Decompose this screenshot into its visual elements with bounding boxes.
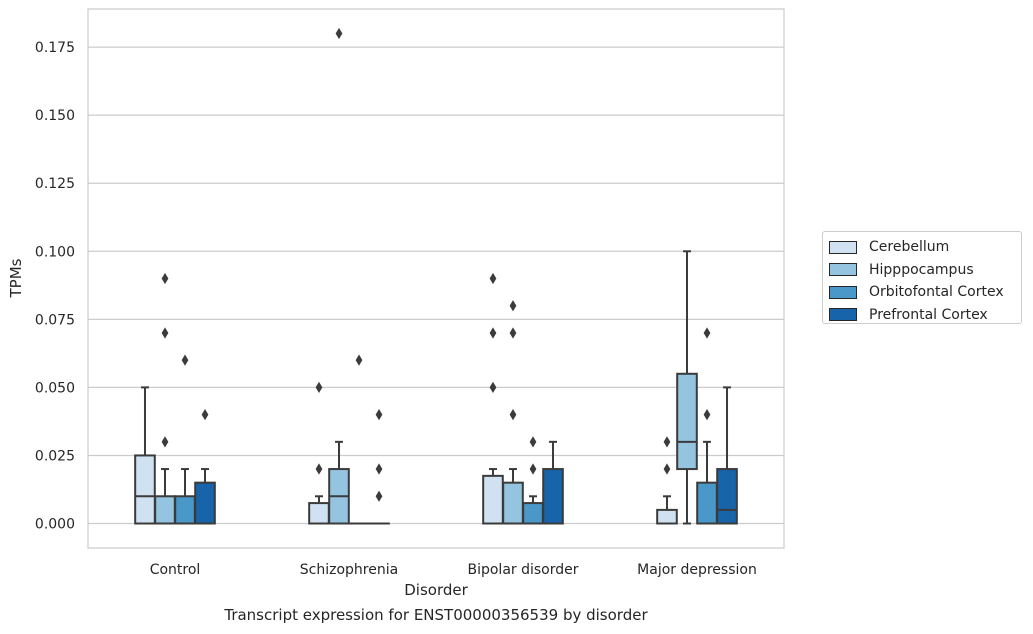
outlier-point	[489, 272, 497, 285]
box-orbitofontal-cortex-bipolar-disorder	[522, 495, 544, 525]
box-body	[308, 502, 330, 525]
y-tick-label: 0.025	[35, 448, 75, 464]
box-body	[154, 495, 176, 525]
outlier-point	[489, 381, 497, 394]
y-tick-labels: 0.000 0.025 0.050 0.075 0.100 0.125 0.150 0.175	[35, 40, 75, 532]
outlier-point	[181, 354, 189, 366]
legend-label-prefrontal: Prefrontal Cortex	[869, 306, 988, 323]
outlier-point	[663, 436, 671, 448]
outlier-point	[509, 408, 517, 421]
box-body	[174, 495, 196, 525]
x-tick-label: Control	[150, 562, 201, 578]
box-cerebellum-major-depression	[656, 495, 678, 525]
box-hipppocampus-control	[154, 468, 176, 525]
y-tick-label: 0.150	[35, 108, 75, 124]
outlier-point	[529, 436, 537, 448]
x-tick-labels: Control Schizophrenia Bipolar disorder Majo…	[150, 562, 757, 578]
box-hipppocampus-major-depression	[676, 250, 698, 525]
y-tick-label: 0.100	[35, 244, 75, 260]
x-tick-label: Schizophrenia	[300, 562, 398, 578]
legend-swatch-orbitofrontal	[829, 285, 857, 299]
outlier-point	[663, 463, 671, 475]
outlier-point	[375, 490, 383, 502]
chart-caption: Transcript expression for ENST0000035653…	[224, 606, 648, 624]
y-tick-label: 0.000	[35, 517, 75, 533]
outlier-point	[529, 463, 537, 475]
box-hipppocampus-bipolar-disorder	[502, 468, 524, 525]
legend: Cerebellum Hipppocampus Orbitofontal Cor…	[822, 231, 1022, 324]
outlier-points	[161, 27, 711, 502]
box-body	[656, 508, 678, 525]
legend-swatch-cerebellum	[829, 240, 857, 254]
y-axis-label: TPMs	[7, 258, 25, 298]
box-body	[502, 481, 524, 525]
outlier-point	[509, 327, 517, 339]
outlier-point	[489, 327, 497, 339]
legend-item-hippocampus: Hipppocampus	[829, 259, 1015, 282]
box-body	[522, 502, 544, 525]
outlier-point	[315, 381, 323, 394]
legend-swatch-hippocampus	[829, 263, 857, 277]
box-body	[482, 474, 504, 525]
boxes	[134, 250, 738, 525]
box-body	[696, 481, 718, 525]
box-body	[194, 481, 216, 525]
legend-item-cerebellum: Cerebellum	[829, 236, 1015, 259]
outlier-point	[335, 27, 343, 40]
outlier-point	[355, 354, 363, 366]
box-cerebellum-schizophrenia	[308, 495, 330, 525]
grid-lines	[88, 46, 784, 525]
x-tick-label: Bipolar disorder	[467, 562, 578, 578]
box-body	[542, 468, 564, 525]
box-hipppocampus-schizophrenia	[328, 440, 350, 525]
outlier-point	[161, 272, 169, 285]
plot-area-frame	[87, 8, 785, 549]
box-cerebellum-bipolar-disorder	[482, 468, 504, 525]
legend-item-orbitofrontal: Orbitofontal Cortex	[829, 281, 1015, 304]
box-body	[134, 454, 156, 525]
y-tick-label: 0.050	[35, 380, 75, 396]
y-tick-label: 0.175	[35, 40, 75, 56]
legend-label-orbitofrontal: Orbitofontal Cortex	[869, 284, 1004, 301]
outlier-point	[201, 408, 209, 421]
box-orbitofontal-cortex-major-depression	[696, 440, 718, 525]
x-axis-label: Disorder	[404, 581, 468, 599]
legend-item-prefrontal: Prefrontal Cortex	[829, 304, 1015, 327]
outlier-point	[161, 436, 169, 448]
x-tick-label: Major depression	[637, 562, 757, 578]
box-prefrontal-cortex-bipolar-disorder	[542, 440, 564, 525]
outlier-point	[161, 327, 169, 339]
box-prefrontal-cortex-control	[194, 468, 216, 525]
legend-label-hippocampus: Hipppocampus	[869, 261, 974, 278]
y-tick-label: 0.125	[35, 176, 75, 192]
outlier-point	[703, 408, 711, 421]
legend-label-cerebellum: Cerebellum	[869, 239, 950, 256]
outlier-point	[375, 408, 383, 421]
y-tick-label: 0.075	[35, 312, 75, 328]
legend-swatch-prefrontal	[829, 308, 857, 322]
box-cerebellum-control	[134, 386, 156, 525]
outlier-point	[509, 300, 517, 312]
box-prefrontal-cortex-major-depression	[716, 386, 738, 525]
outlier-point	[703, 327, 711, 339]
box-body	[716, 468, 738, 525]
outlier-point	[375, 463, 383, 475]
box-orbitofontal-cortex-control	[174, 468, 196, 525]
box-body	[676, 372, 698, 471]
outlier-point	[315, 463, 323, 475]
